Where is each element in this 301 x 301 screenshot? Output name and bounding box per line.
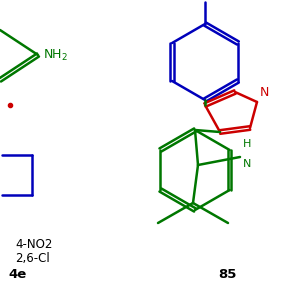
Text: N: N	[243, 159, 251, 169]
Text: 4e: 4e	[8, 268, 26, 281]
Text: NH$_2$: NH$_2$	[43, 48, 68, 63]
Text: 2,6-Cl: 2,6-Cl	[15, 252, 50, 265]
Text: H: H	[243, 139, 251, 149]
Text: N: N	[260, 86, 269, 99]
Text: 85: 85	[218, 268, 236, 281]
Text: 4-NO2: 4-NO2	[15, 238, 52, 251]
